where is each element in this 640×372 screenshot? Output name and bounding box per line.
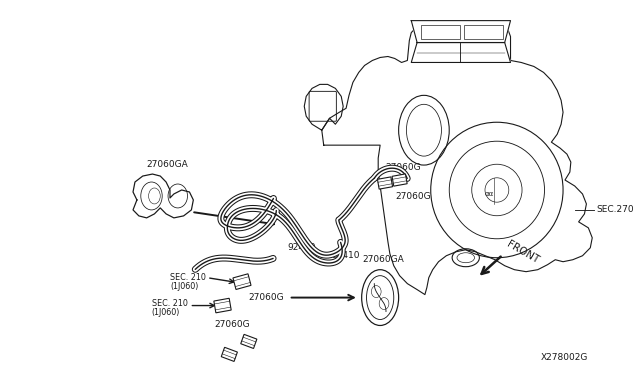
Text: 27060GA: 27060GA <box>147 160 188 169</box>
Text: 27060GA: 27060GA <box>363 255 404 264</box>
Text: 92410: 92410 <box>332 251 360 260</box>
Bar <box>378 177 392 189</box>
Text: SEC. 210: SEC. 210 <box>152 299 188 308</box>
Bar <box>221 347 237 362</box>
Ellipse shape <box>362 270 399 326</box>
Text: (1J060): (1J060) <box>170 282 198 291</box>
Text: 27060G: 27060G <box>215 320 250 329</box>
Text: SEC.270: SEC.270 <box>596 205 634 214</box>
Text: 92400: 92400 <box>288 243 316 252</box>
Text: X278002G: X278002G <box>541 353 588 362</box>
Bar <box>421 25 460 39</box>
Polygon shape <box>304 84 343 130</box>
Bar <box>214 298 231 313</box>
Polygon shape <box>412 42 511 62</box>
Bar <box>241 334 257 349</box>
Polygon shape <box>322 20 592 295</box>
Bar <box>233 274 251 289</box>
Text: 27060G: 27060G <box>385 163 420 171</box>
Text: SEC. 210: SEC. 210 <box>170 273 206 282</box>
Text: 27060G: 27060G <box>249 293 284 302</box>
Polygon shape <box>412 20 511 42</box>
Text: 27060G: 27060G <box>396 192 431 202</box>
Bar <box>464 25 503 39</box>
Text: (1J060): (1J060) <box>152 308 180 317</box>
Text: αα: αα <box>484 191 493 197</box>
Circle shape <box>485 178 509 202</box>
Text: FRONT: FRONT <box>505 238 540 265</box>
Polygon shape <box>133 174 193 218</box>
Bar <box>392 174 407 186</box>
